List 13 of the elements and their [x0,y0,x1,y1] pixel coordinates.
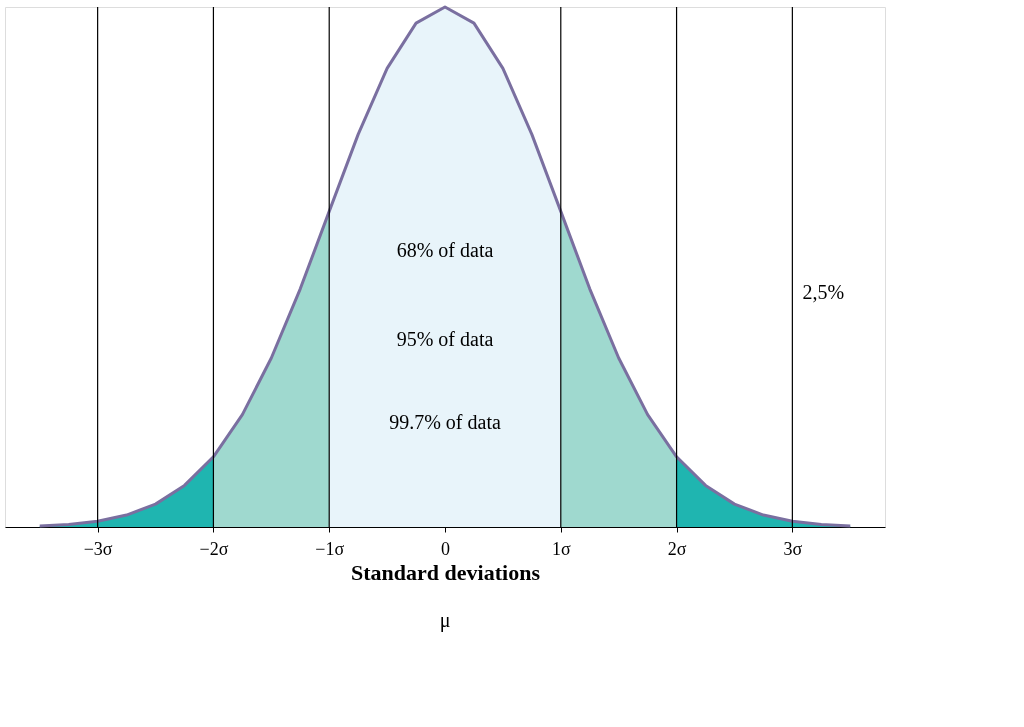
text: μ [439,608,451,632]
x-tick-label: −3σ [83,538,113,559]
x-tick-label: 0 [441,538,450,559]
x-tick-label: −1σ [315,538,345,559]
x-tick-label: −2σ [199,538,229,559]
annotation: 2,5% [802,281,845,303]
x-tick-label: 1σ [551,538,571,559]
x-axis-title: Standard deviations [351,559,541,585]
annotation: 68% of data [396,239,494,262]
x-tick-label: 2σ [667,538,687,559]
annotation: 99.7% of data [389,411,501,433]
x-tick-label: 3σ [783,538,803,559]
annotation: 95% of data [396,327,494,350]
